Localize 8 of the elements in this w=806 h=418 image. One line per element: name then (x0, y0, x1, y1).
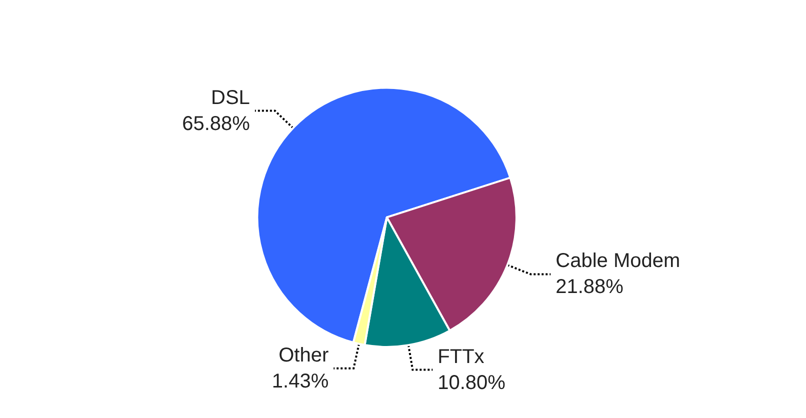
data-label: 10.80% (438, 372, 506, 394)
slice-label: FTTx (438, 346, 484, 368)
data-label: 1.43% (272, 370, 329, 392)
slice-label: Other (278, 344, 329, 366)
slice-label: DSL (211, 86, 250, 109)
data-label: 65.88% (182, 112, 250, 135)
data-label: 21.88% (556, 276, 624, 298)
slice-label: Cable Modem (556, 250, 680, 272)
